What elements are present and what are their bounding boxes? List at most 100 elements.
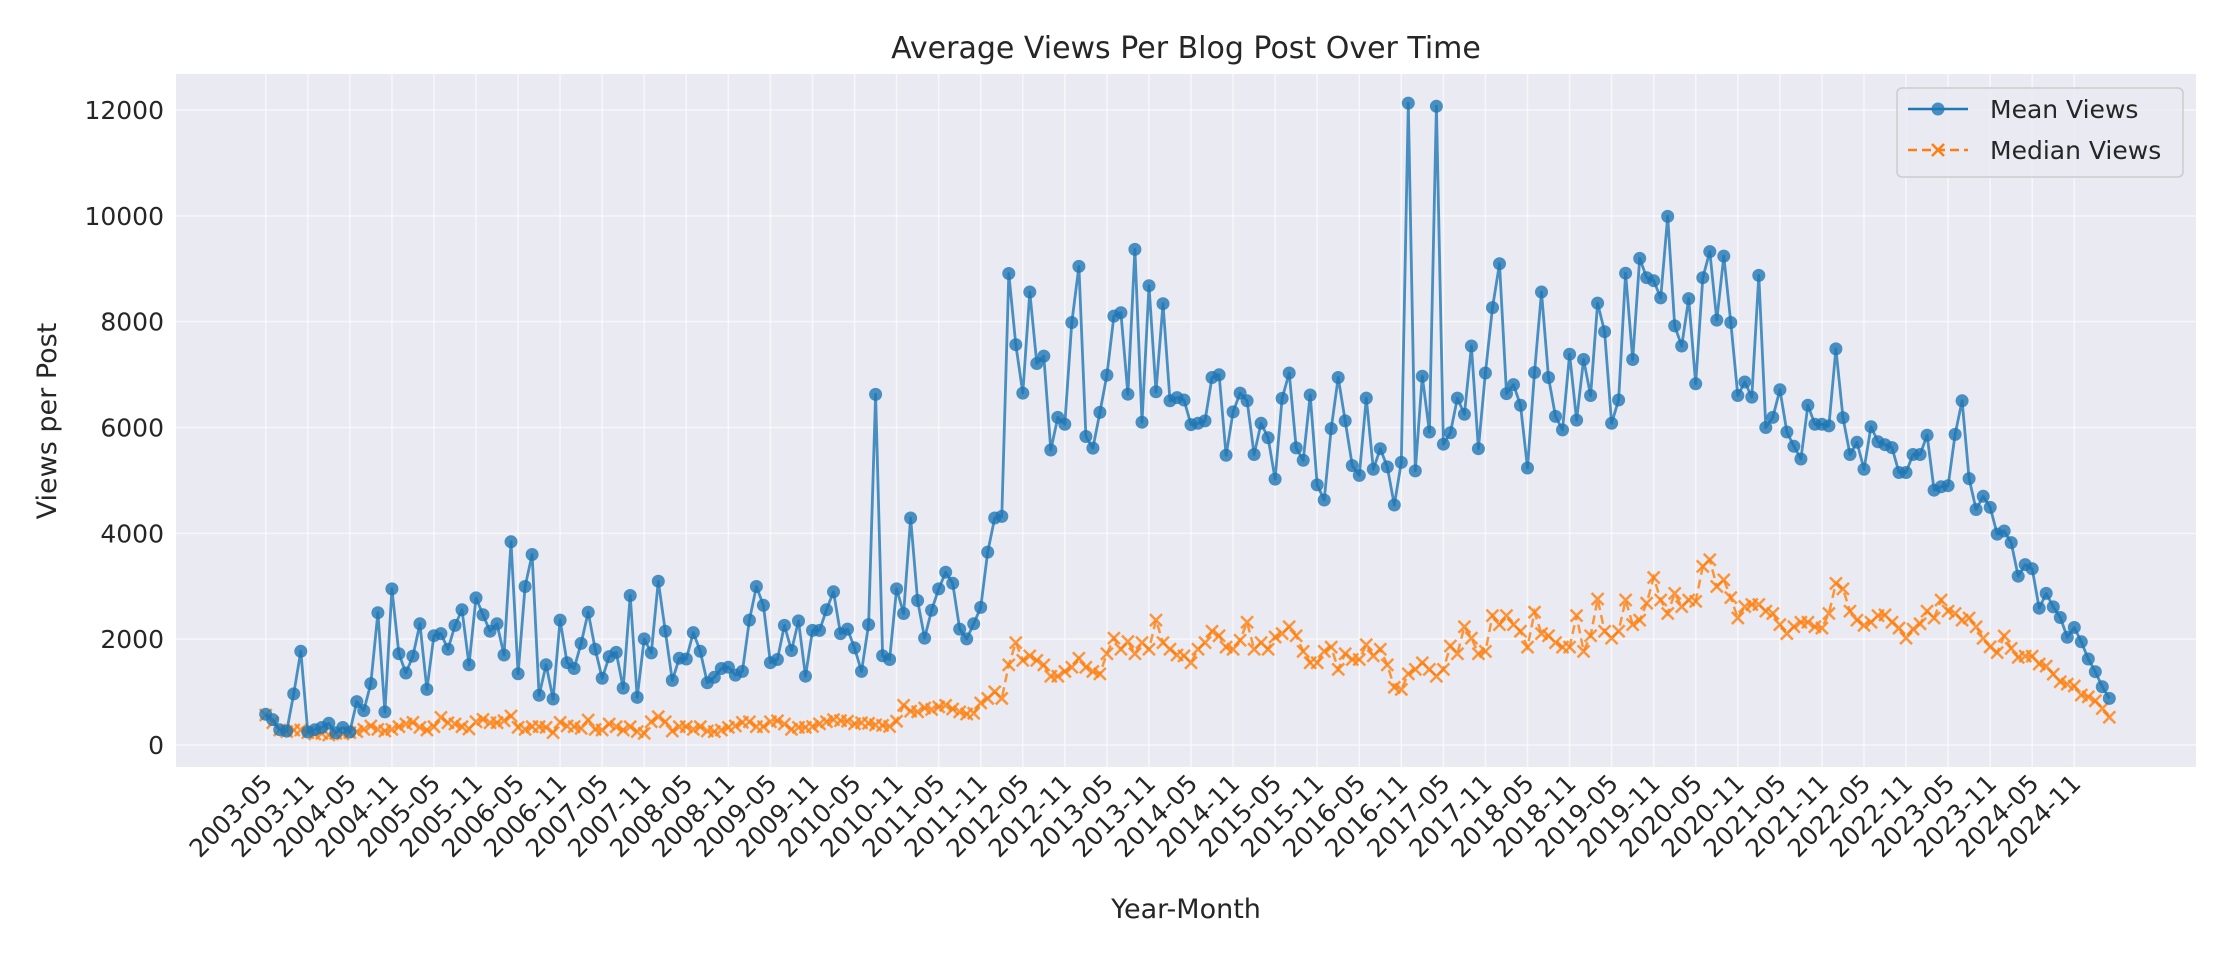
y-tick-label: 4000 xyxy=(100,519,164,548)
mean-views-point xyxy=(1549,409,1562,423)
mean-views-point xyxy=(1450,391,1464,405)
mean-views-point xyxy=(1135,415,1149,429)
median-views-point xyxy=(994,691,1009,706)
mean-views-point xyxy=(1310,478,1324,492)
median-views-point xyxy=(1464,631,1479,645)
y-tick-label: 8000 xyxy=(100,308,164,337)
mean-views-point xyxy=(1962,472,1976,486)
mean-views-point xyxy=(2081,652,2095,666)
median-views-point xyxy=(1590,592,1605,606)
mean-views-point xyxy=(518,580,532,593)
y-tick-label: 12000 xyxy=(84,96,164,125)
median-views-point xyxy=(504,709,518,723)
mean-views-point xyxy=(399,666,413,680)
median-views-point xyxy=(1702,552,1717,567)
median-views-point xyxy=(1001,657,1016,672)
mean-views-point xyxy=(1016,386,1030,400)
median-views-point xyxy=(420,723,434,737)
median-views-point xyxy=(1380,657,1395,672)
mean-views-point xyxy=(932,582,946,596)
mean-views-point xyxy=(1086,441,1100,455)
mean-views-point xyxy=(925,603,939,617)
mean-views-point xyxy=(1072,259,1086,273)
median-views-point xyxy=(1036,657,1051,672)
mean-views-point xyxy=(1556,423,1569,437)
median-views-point xyxy=(1100,646,1114,661)
median-views-point xyxy=(1899,631,1913,645)
mean-views-point xyxy=(1436,437,1450,451)
legend-mean-marker xyxy=(1931,102,1945,116)
mean-views-point xyxy=(1787,439,1801,453)
median-views-point xyxy=(1198,635,1212,650)
median-views-point xyxy=(1520,640,1535,654)
median-views-point xyxy=(973,696,988,710)
legend: Mean Views Median Views xyxy=(1896,87,2184,178)
mean-views-point xyxy=(357,704,371,718)
mean-views-point xyxy=(1843,448,1857,461)
mean-views-point xyxy=(1282,366,1296,380)
median-views-point xyxy=(1716,573,1731,587)
median-views-point xyxy=(2004,641,2019,656)
mean-views-point xyxy=(1114,306,1128,320)
mean-views-point xyxy=(1822,419,1836,433)
mean-views-point xyxy=(1794,452,1808,466)
mean-views-point xyxy=(392,647,406,661)
median-views-point xyxy=(2081,689,2096,704)
mean-views-point xyxy=(1675,339,1689,353)
mean-views-point xyxy=(1317,493,1331,507)
mean-views-point xyxy=(1380,460,1394,474)
median-views-point xyxy=(2067,679,2082,693)
mean-views-point xyxy=(2025,562,2039,576)
median-views-point xyxy=(1513,624,1528,639)
median-views-point xyxy=(1492,617,1507,632)
median-views-point xyxy=(1436,662,1451,677)
median-views-point xyxy=(1359,637,1374,652)
mean-views-point xyxy=(1366,462,1380,476)
mean-views-point xyxy=(1422,425,1436,439)
mean-views-point xyxy=(1289,441,1303,455)
median-views-point xyxy=(1071,651,1086,666)
mean-views-point xyxy=(1857,462,1871,476)
mean-views-point xyxy=(2095,680,2109,694)
median-views-point xyxy=(1969,619,1984,634)
mean-views-point xyxy=(665,673,679,687)
median-views-point xyxy=(1653,593,1668,607)
mean-views-point xyxy=(841,622,854,636)
median-views-point xyxy=(665,724,680,738)
mean-views-point xyxy=(1570,413,1584,427)
mean-views-point xyxy=(981,545,995,559)
median-views-point xyxy=(1913,616,1927,631)
mean-views-point xyxy=(294,644,308,658)
median-views-point xyxy=(1394,682,1409,697)
mean-views-point xyxy=(1969,503,1983,516)
mean-views-point xyxy=(1633,251,1647,265)
mean-views-point xyxy=(1121,387,1135,401)
mean-views-point xyxy=(497,648,511,662)
mean-views-point xyxy=(1443,426,1457,440)
mean-views-point xyxy=(1535,285,1548,299)
mean-views-point xyxy=(1219,448,1233,462)
mean-views-point xyxy=(1226,405,1240,419)
median-views-point xyxy=(1990,645,2005,660)
mean-views-point xyxy=(1766,410,1780,424)
mean-views-point xyxy=(371,606,385,620)
mean-views-point xyxy=(890,582,904,596)
mean-views-point xyxy=(469,591,483,605)
median-views-point xyxy=(1282,619,1297,634)
median-views-point xyxy=(1892,621,1906,635)
median-views-point xyxy=(1331,662,1346,677)
median-views-point xyxy=(1723,590,1738,605)
mean-views-point xyxy=(904,511,918,525)
median-views-point xyxy=(1997,629,2012,643)
mean-views-point xyxy=(616,681,630,695)
median-views-point xyxy=(693,719,708,734)
mean-views-point xyxy=(476,608,490,622)
mean-views-point xyxy=(1254,416,1268,430)
mean-views-point xyxy=(883,653,897,666)
mean-views-point xyxy=(1542,371,1555,384)
median-views-point xyxy=(1457,619,1472,634)
mean-views-point xyxy=(1983,500,1997,514)
mean-views-point xyxy=(413,617,427,631)
mean-views-point xyxy=(1703,245,1717,259)
median-views-point xyxy=(637,726,652,741)
